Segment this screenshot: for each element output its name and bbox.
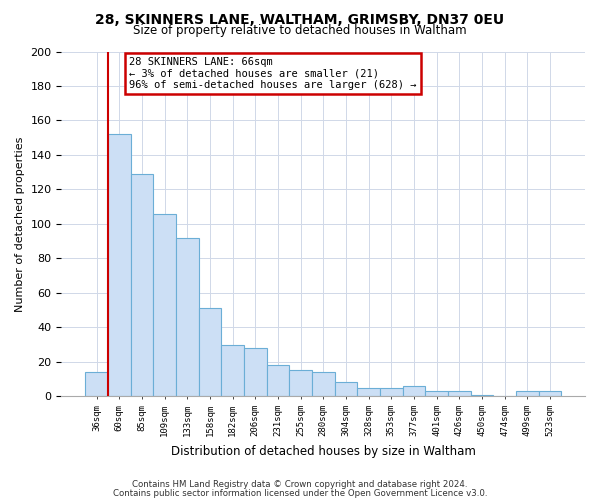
- Text: 28, SKINNERS LANE, WALTHAM, GRIMSBY, DN37 0EU: 28, SKINNERS LANE, WALTHAM, GRIMSBY, DN3…: [95, 12, 505, 26]
- Bar: [539, 391, 561, 396]
- Bar: [221, 344, 244, 397]
- Bar: [425, 391, 448, 396]
- Text: 28 SKINNERS LANE: 66sqm
← 3% of detached houses are smaller (21)
96% of semi-det: 28 SKINNERS LANE: 66sqm ← 3% of detached…: [130, 56, 417, 90]
- Bar: [176, 238, 199, 396]
- Bar: [266, 365, 289, 396]
- Y-axis label: Number of detached properties: Number of detached properties: [15, 136, 25, 312]
- Bar: [380, 388, 403, 396]
- Bar: [108, 134, 131, 396]
- Bar: [85, 372, 108, 396]
- Bar: [153, 214, 176, 396]
- Text: Contains public sector information licensed under the Open Government Licence v3: Contains public sector information licen…: [113, 488, 487, 498]
- Bar: [199, 308, 221, 396]
- Bar: [403, 386, 425, 396]
- Bar: [131, 174, 153, 396]
- Bar: [312, 372, 335, 396]
- Bar: [470, 394, 493, 396]
- Text: Size of property relative to detached houses in Waltham: Size of property relative to detached ho…: [133, 24, 467, 37]
- Bar: [289, 370, 312, 396]
- Bar: [244, 348, 266, 397]
- Bar: [448, 391, 470, 396]
- Bar: [335, 382, 357, 396]
- X-axis label: Distribution of detached houses by size in Waltham: Distribution of detached houses by size …: [171, 444, 476, 458]
- Bar: [357, 388, 380, 396]
- Text: Contains HM Land Registry data © Crown copyright and database right 2024.: Contains HM Land Registry data © Crown c…: [132, 480, 468, 489]
- Bar: [516, 391, 539, 396]
